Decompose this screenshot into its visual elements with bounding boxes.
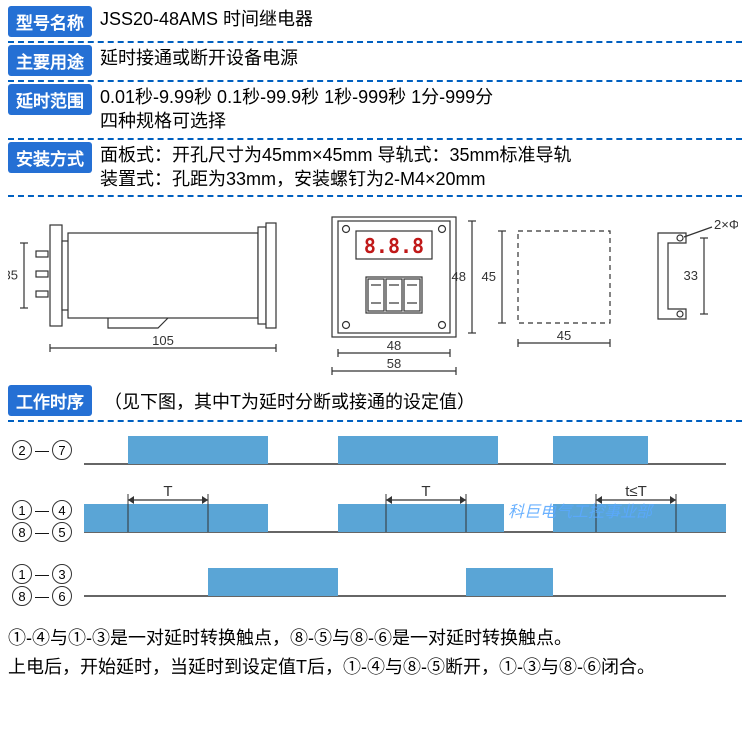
svg-text:2×Φ4: 2×Φ4 <box>714 217 738 232</box>
svg-text:8.8.8: 8.8.8 <box>364 234 424 258</box>
terminal-pair: 1—4 <box>12 500 72 520</box>
spec-row: 主要用途延时接通或断开设备电源 <box>8 43 742 82</box>
footer-text: ①-④与①-③是一对延时转换触点，⑧-⑤与⑧-⑥是一对延时转换触点。 上电后，开… <box>8 624 742 682</box>
svg-text:t≤T: t≤T <box>625 483 647 500</box>
svg-text:T: T <box>163 483 172 500</box>
spec-text: 延时接通或断开设备电源 <box>100 45 298 70</box>
spec-label-tag: 延时范围 <box>8 84 92 115</box>
spec-text: 面板式：开孔尺寸为45mm×45mm 导轨式：35mm标准导轨 装置式：孔距为3… <box>100 142 572 192</box>
footer-line-2: 上电后，开始延时，当延时到设定值T后，①-④与⑧-⑤断开，①-③与⑧-⑥闭合。 <box>8 653 742 682</box>
svg-text:45: 45 <box>557 328 571 343</box>
spec-row: 安装方式面板式：开孔尺寸为45mm×45mm 导轨式：35mm标准导轨 装置式：… <box>8 140 742 198</box>
terminal-pair: 8—5 <box>12 522 72 542</box>
terminal-pair: 1—3 <box>12 564 72 584</box>
svg-text:105: 105 <box>152 333 174 348</box>
timing-note: （见下图，其中T为延时分断或接通的设定值） <box>104 388 475 414</box>
spec-label-tag: 型号名称 <box>8 6 92 37</box>
svg-text:58: 58 <box>387 356 401 371</box>
terminal-pair: 2—7 <box>12 440 72 460</box>
svg-text:T: T <box>421 483 430 500</box>
svg-text:48: 48 <box>387 338 401 353</box>
timing-header-row: 工作时序 （见下图，其中T为延时分断或接通的设定值） <box>8 383 742 422</box>
svg-text:33: 33 <box>684 268 698 283</box>
spec-label-tag: 主要用途 <box>8 45 92 76</box>
spec-row: 延时范围 0.01秒-9.99秒 0.1秒-99.9秒 1秒-999秒 1分-99… <box>8 82 742 140</box>
spec-text: JSS20-48AMS 时间继电器 <box>100 6 313 31</box>
timing-label-tag: 工作时序 <box>8 385 92 416</box>
mechanical-drawings: 35 105 8.8.8 48 48 58 45 45 2×Φ4 33 <box>8 203 738 381</box>
spec-row: 型号名称 JSS20-48AMS 时间继电器 <box>8 4 742 43</box>
svg-text:35: 35 <box>8 268 18 283</box>
timing-chart: TTt≤T 2—71—48—51—38—6 科巨电气工控事业部 <box>8 428 738 618</box>
svg-text:45: 45 <box>482 269 496 284</box>
svg-text:48: 48 <box>452 269 466 284</box>
terminal-pair: 8—6 <box>12 586 72 606</box>
footer-line-1: ①-④与①-③是一对延时转换触点，⑧-⑤与⑧-⑥是一对延时转换触点。 <box>8 624 742 653</box>
spec-text: 0.01秒-9.99秒 0.1秒-99.9秒 1秒-999秒 1分-999分 四… <box>100 84 493 134</box>
spec-label-tag: 安装方式 <box>8 142 92 173</box>
